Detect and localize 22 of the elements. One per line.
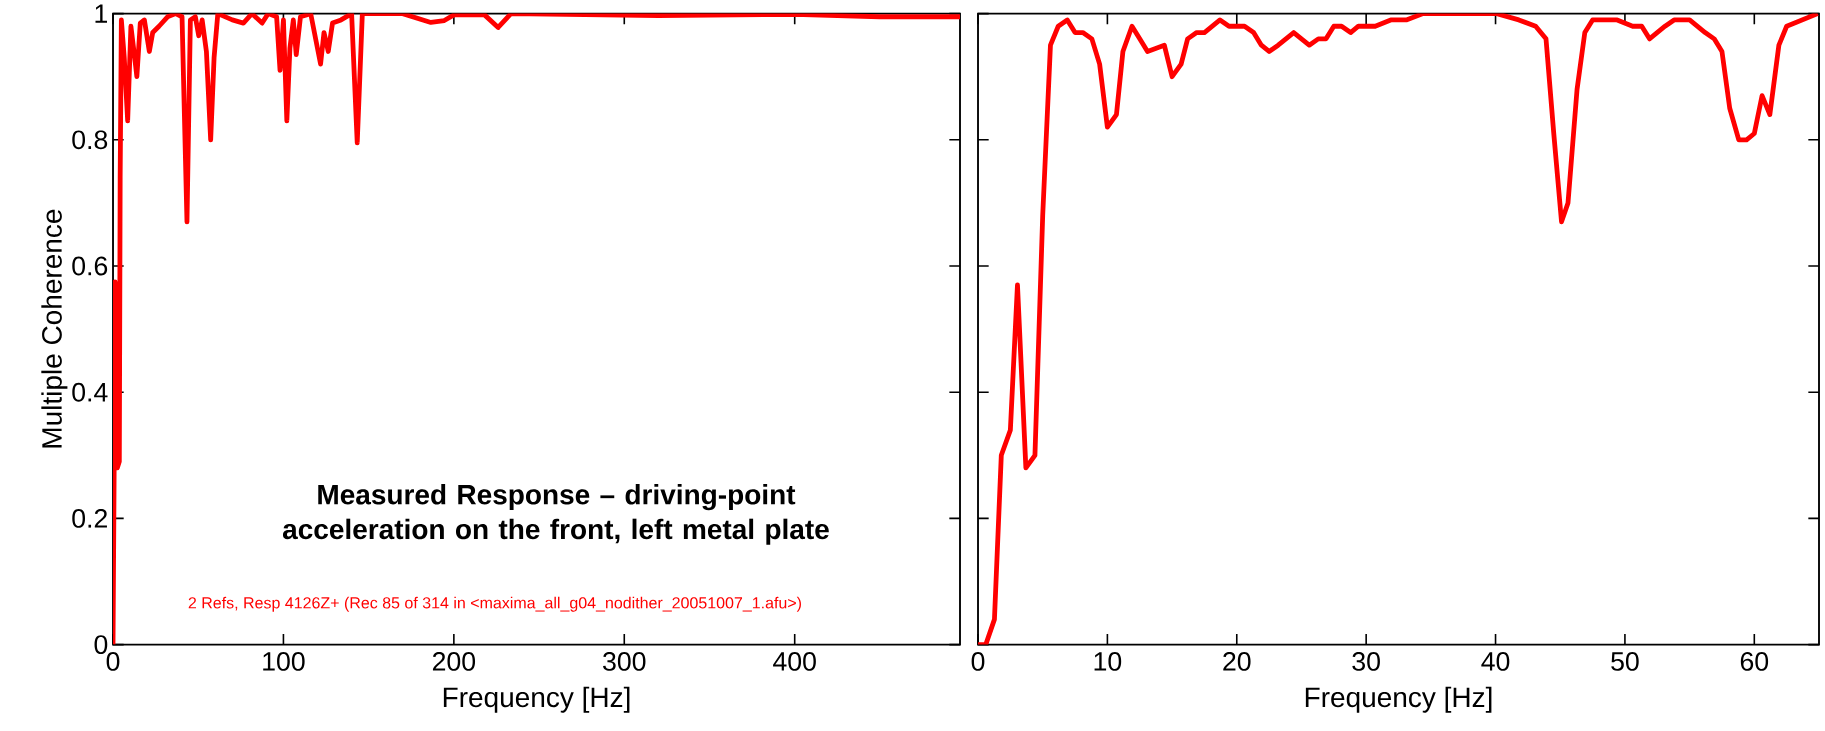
x-tick-label: 10 (1094, 652, 1122, 672)
x-tick-label: 40 (1481, 652, 1510, 672)
x-axis-title: Frequency [Hz] (1305, 686, 1492, 713)
x-tick-label: 300 (603, 652, 646, 672)
annotation: Measured Response – driving-point acceleration on the front, left metal plate (282, 484, 829, 545)
y-tick-label: 0.4 (72, 382, 108, 402)
y-tick-label: 1 (95, 4, 107, 23)
y-tick-label: 0.6 (72, 256, 108, 276)
x-tick-label: 0 (971, 652, 985, 672)
y-axis-title: Multiple Coherence (41, 210, 68, 448)
x-tick-label: 60 (1740, 652, 1769, 672)
y-tick-label: 0.8 (72, 130, 108, 150)
x-tick-label: 400 (773, 652, 816, 672)
y-tick-label: 0 (94, 635, 108, 655)
x-axis-title: Frequency [Hz] (443, 686, 630, 713)
x-tick-label: 100 (263, 652, 305, 672)
x-tick-label: 200 (432, 652, 476, 672)
x-tick-label: 30 (1352, 652, 1380, 672)
annotation: 2 Refs, Resp 4126Z+ (Rec 85 of 314 in <maxima_all_g04_nodither_20051007_1.afu>) (188, 596, 801, 612)
x-tick-label: 50 (1611, 652, 1639, 672)
y-tick-label: 0.2 (72, 509, 107, 529)
x-tick-label: 20 (1223, 652, 1251, 672)
